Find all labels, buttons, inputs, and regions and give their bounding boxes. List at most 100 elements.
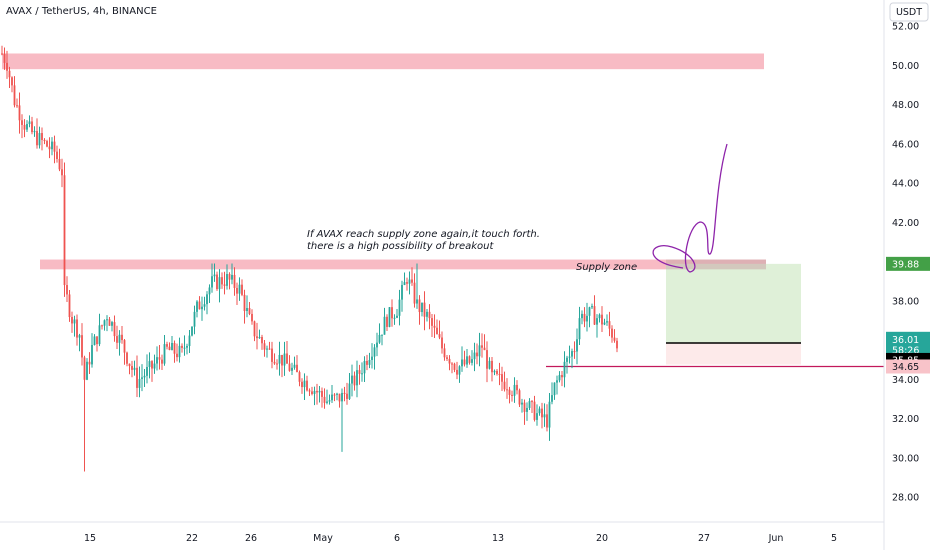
- candle-body: [548, 401, 551, 428]
- candle-body: [113, 322, 116, 337]
- candle: [146, 354, 148, 384]
- candle: [483, 334, 486, 351]
- candle-body: [463, 359, 466, 365]
- candle: [131, 360, 133, 378]
- candle-body: [573, 351, 576, 353]
- candle-body: [351, 375, 353, 384]
- candle-body: [526, 407, 528, 412]
- candle-body: [176, 353, 178, 358]
- candle: [546, 404, 548, 432]
- candle: [321, 387, 323, 408]
- candle-body: [366, 360, 368, 365]
- candle: [53, 135, 56, 164]
- candle-body: [448, 358, 451, 364]
- candle: [111, 320, 113, 332]
- candle-body: [371, 356, 373, 360]
- candle-body: [38, 133, 41, 146]
- candle-body: [168, 346, 171, 350]
- candle-body: [218, 277, 221, 290]
- candle-body: [263, 343, 266, 350]
- candle-body: [28, 121, 31, 125]
- support-price-tag: 34.65: [892, 362, 919, 373]
- candle-body: [506, 389, 508, 391]
- position-profit-area[interactable]: [666, 263, 801, 343]
- candle-body: [163, 344, 166, 364]
- candle-body: [598, 314, 601, 319]
- candle: [446, 355, 448, 361]
- candle-body: [51, 141, 53, 150]
- candle-body: [193, 311, 196, 327]
- candle: [423, 291, 426, 331]
- candle-body: [173, 343, 176, 354]
- candle-body: [403, 282, 406, 285]
- candle-body: [206, 294, 208, 305]
- price-tick-label: 34.00: [892, 375, 919, 386]
- candle: [196, 300, 198, 318]
- candle: [408, 271, 411, 295]
- candle-body: [236, 287, 238, 294]
- candle-body: [451, 363, 453, 365]
- support-price-tag-bg: [886, 359, 930, 374]
- candle-body: [411, 279, 413, 283]
- candle-body: [441, 337, 443, 349]
- candle: [286, 340, 288, 364]
- candle-body: [433, 325, 436, 328]
- candle: [126, 351, 128, 367]
- candle-body: [593, 306, 596, 325]
- candle-body: [531, 401, 533, 403]
- candle-body: [261, 337, 263, 344]
- candle: [503, 371, 506, 392]
- candle: [418, 295, 421, 325]
- candle: [476, 343, 478, 365]
- time-tick-label: May: [313, 533, 333, 544]
- candle: [16, 98, 18, 108]
- candle: [61, 158, 63, 188]
- candle-body: [6, 62, 8, 71]
- candle: [426, 308, 428, 322]
- candle-body: [431, 318, 433, 326]
- candle-body: [453, 363, 456, 370]
- candle-body: [596, 318, 598, 325]
- candle: [398, 289, 401, 326]
- candle: [486, 341, 488, 383]
- candle-body: [33, 131, 36, 133]
- position-loss-area[interactable]: [666, 342, 801, 365]
- candle: [608, 311, 611, 337]
- current-price-tag: 36.01: [892, 335, 919, 346]
- candle-body: [156, 357, 158, 364]
- candle: [318, 386, 321, 403]
- candle-body: [306, 380, 308, 391]
- candle: [303, 373, 306, 401]
- candle-body: [213, 274, 216, 277]
- candle: [143, 368, 146, 388]
- candle: [463, 350, 466, 367]
- candle: [96, 336, 98, 352]
- candle: [271, 341, 273, 369]
- candle-body: [428, 311, 431, 319]
- candle: [598, 313, 601, 323]
- candle: [173, 340, 176, 363]
- candle: [453, 362, 456, 373]
- candle-body: [571, 351, 573, 357]
- candle: [13, 76, 16, 108]
- candle-body: [603, 322, 606, 325]
- candle-body: [111, 322, 113, 326]
- candle: [491, 357, 493, 382]
- candle-body: [178, 345, 181, 358]
- candle: [236, 282, 238, 306]
- candle: [218, 269, 221, 303]
- candle-body: [543, 414, 546, 418]
- price-tick-label: 44.00: [892, 179, 919, 190]
- candle: [518, 388, 521, 408]
- candle-body: [478, 345, 481, 357]
- candle: [36, 118, 38, 149]
- candle: [133, 360, 136, 376]
- candle: [603, 318, 606, 326]
- candle-body: [153, 363, 156, 369]
- candle: [46, 139, 48, 148]
- candle: [298, 370, 301, 387]
- currency-button[interactable]: [889, 2, 929, 22]
- candle-body: [71, 317, 73, 324]
- candle-body: [356, 370, 358, 386]
